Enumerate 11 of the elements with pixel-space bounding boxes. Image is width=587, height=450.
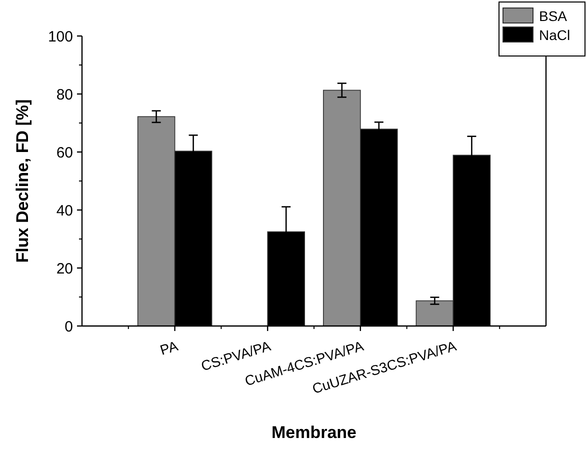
legend-label: BSA	[539, 8, 568, 24]
y-tick-label: 80	[56, 86, 73, 104]
legend-label: NaCl	[539, 26, 570, 43]
y-tick-label: 100	[48, 28, 73, 46]
x-axis-title: Membrane	[271, 423, 357, 442]
y-tick-label: 0	[64, 318, 73, 336]
y-axis-title: Flux Decline, FD [%]	[13, 99, 32, 263]
x-tick-label: PA	[158, 337, 180, 358]
y-tick-label: 20	[56, 260, 73, 278]
y-tick-label: 40	[56, 202, 73, 220]
y-tick-label: 60	[56, 144, 73, 162]
